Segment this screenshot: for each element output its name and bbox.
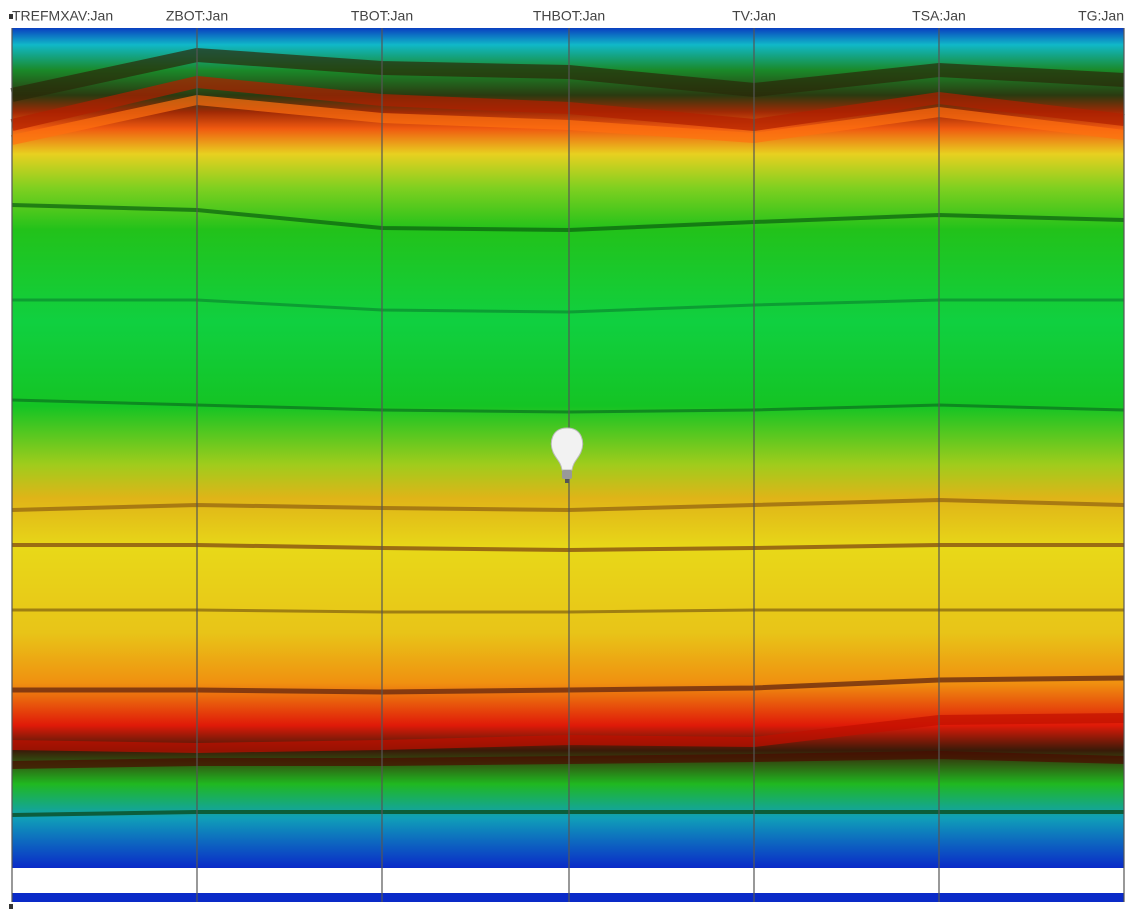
corner-marker bbox=[9, 904, 13, 909]
axis-label[interactable]: ZBOT:Jan bbox=[166, 8, 228, 24]
axis-label[interactable]: TSA:Jan bbox=[912, 8, 966, 24]
bottom-bar bbox=[12, 893, 1124, 902]
axis-label[interactable]: THBOT:Jan bbox=[533, 8, 605, 24]
axis-label[interactable]: TG:Jan bbox=[1078, 8, 1124, 24]
axis-label[interactable]: TV:Jan bbox=[732, 8, 776, 24]
corner-marker bbox=[9, 14, 13, 19]
axis-label[interactable]: TREFMXAV:Jan bbox=[12, 8, 113, 24]
axes bbox=[11, 28, 1125, 902]
lightbulb-icon[interactable] bbox=[550, 427, 584, 483]
axis-label[interactable]: TBOT:Jan bbox=[351, 8, 413, 24]
